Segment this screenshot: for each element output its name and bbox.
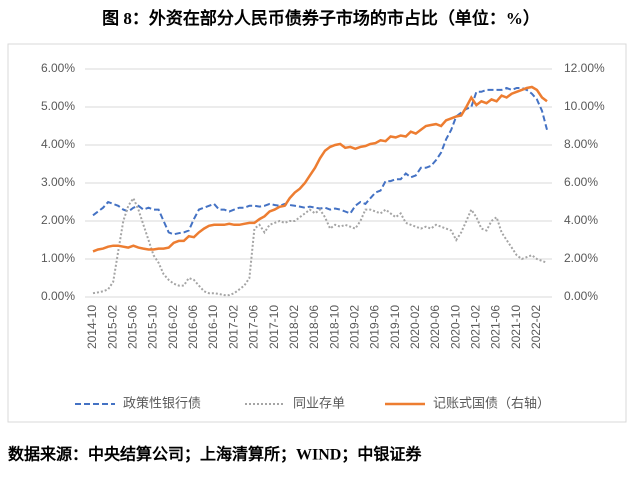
- series-line: [92, 85, 548, 253]
- series-line: [92, 196, 548, 297]
- x-tick-label: 2018-02: [287, 305, 301, 349]
- x-tick-label: 2021-06: [489, 305, 503, 349]
- legend-label: 政策性银行债: [123, 395, 201, 410]
- y-tick-label: 6.00%: [41, 61, 75, 75]
- x-tick-label: 2016-02: [166, 305, 180, 349]
- y2-tick-label: 10.00%: [564, 99, 605, 113]
- x-tick-label: 2018-06: [307, 305, 321, 349]
- y2-tick-label: 12.00%: [564, 61, 605, 75]
- y-tick-label: 5.00%: [41, 99, 75, 113]
- x-tick-label: 2017-02: [226, 305, 240, 349]
- x-tick-label: 2021-10: [509, 305, 523, 349]
- x-tick-label: 2022-02: [529, 305, 543, 349]
- x-tick-label: 2020-10: [448, 305, 462, 349]
- y2-tick-label: 6.00%: [564, 175, 598, 189]
- x-tick-label: 2019-02: [347, 305, 361, 349]
- y-tick-label: 3.00%: [41, 175, 75, 189]
- x-tick-label: 2015-06: [126, 305, 140, 349]
- x-tick-label: 2021-02: [469, 305, 483, 349]
- y-tick-label: 0.00%: [41, 289, 75, 303]
- source-note: 数据来源：中央结算公司；上海清算所；WIND；中银证券: [8, 445, 422, 464]
- y-tick-label: 2.00%: [41, 213, 75, 227]
- x-tick-label: 2015-02: [105, 305, 119, 349]
- y2-tick-label: 4.00%: [564, 213, 598, 227]
- x-tick-label: 2020-02: [408, 305, 422, 349]
- series-line: [92, 86, 548, 236]
- x-tick-label: 2014-10: [85, 305, 99, 349]
- x-tick-label: 2017-10: [267, 305, 281, 349]
- legend-label: 同业存单: [293, 395, 345, 410]
- x-tick-label: 2018-10: [327, 305, 341, 349]
- chart-title: 图 8：外资在部分人民币债券子市场的市占比（单位：%）: [102, 8, 540, 28]
- x-tick-label: 2020-06: [428, 305, 442, 349]
- y2-tick-label: 8.00%: [564, 137, 598, 151]
- x-tick-label: 2017-06: [247, 305, 261, 349]
- y2-tick-label: 0.00%: [564, 289, 598, 303]
- x-tick-label: 2016-06: [186, 305, 200, 349]
- y-tick-label: 1.00%: [41, 251, 75, 265]
- y2-tick-label: 2.00%: [564, 251, 598, 265]
- chart-frame: [7, 43, 627, 423]
- x-tick-label: 2019-10: [388, 305, 402, 349]
- x-tick-label: 2015-10: [146, 305, 160, 349]
- y-tick-label: 4.00%: [41, 137, 75, 151]
- x-tick-label: 2019-06: [368, 305, 382, 349]
- legend-label: 记账式国债（右轴）: [433, 395, 550, 410]
- x-tick-label: 2016-10: [206, 305, 220, 349]
